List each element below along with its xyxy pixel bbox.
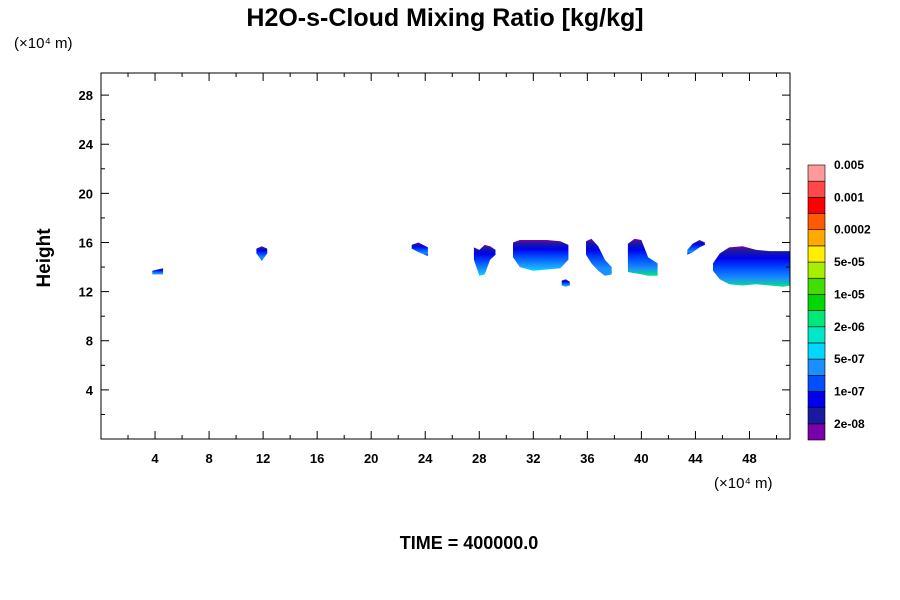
chart-title: H2O-s-Cloud Mixing Ratio [kg/kg] xyxy=(246,4,643,32)
colorbar-label: 1e-05 xyxy=(834,287,865,301)
colorbar: 2e-08 1e-07 5e-07 2e-06 1e-05 5e-05 0.0002 0.00… xyxy=(807,158,871,441)
cloud-patch xyxy=(256,246,268,261)
colorbar-swatch xyxy=(807,277,826,295)
colorbar-label: 0.001 xyxy=(834,190,864,204)
cloud-patch xyxy=(473,244,496,276)
y-tick-label: 24 xyxy=(79,137,94,152)
colorbar-label: 0.0002 xyxy=(834,223,871,237)
colorbar-swatch xyxy=(807,261,826,279)
colorbar-label: 0.005 xyxy=(834,158,864,172)
y-tick-label: 28 xyxy=(79,88,93,103)
x-tick-label: 8 xyxy=(205,451,212,466)
colorbar-swatch xyxy=(807,374,826,392)
x-tick-label: 36 xyxy=(580,451,594,466)
y-axis-label: Height xyxy=(34,228,55,288)
colorbar-swatch xyxy=(807,213,826,231)
colorbar-swatch xyxy=(807,391,826,408)
x-tick-label: 40 xyxy=(634,451,648,466)
x-tick-label: 12 xyxy=(256,451,270,466)
y-tick-label: 20 xyxy=(79,186,93,201)
colorbar-swatch xyxy=(807,294,826,311)
colorbar-swatch xyxy=(807,164,826,182)
x-tick-label: 16 xyxy=(310,451,324,466)
colorbar-swatch xyxy=(807,180,826,198)
x-tick-label: 44 xyxy=(688,451,703,466)
x-tick-label: 32 xyxy=(526,451,540,466)
cloud-patch xyxy=(411,242,428,256)
colorbar-label: 5e-07 xyxy=(834,352,865,366)
cloud-patch xyxy=(513,240,569,271)
colorbar-label: 2e-06 xyxy=(834,320,865,334)
cloud-patch xyxy=(561,279,570,287)
colorbar-swatch xyxy=(807,358,826,376)
x-tick-label: 28 xyxy=(472,451,486,466)
colorbar-label: 5e-05 xyxy=(834,255,865,269)
colorbar-swatch xyxy=(807,342,826,360)
x-tick-label: 20 xyxy=(364,451,378,466)
colorbar-swatch xyxy=(807,326,826,344)
colorbar-label: 1e-07 xyxy=(834,384,865,398)
cloud-patch xyxy=(713,246,790,287)
colorbar-swatch xyxy=(807,229,826,247)
x-tick-label: 4 xyxy=(151,451,159,466)
y-tick-label: 12 xyxy=(79,285,93,300)
y-unit-label: (×10⁴ m) xyxy=(14,35,73,52)
y-tick-label: 4 xyxy=(86,383,94,398)
x-tick-label: 48 xyxy=(742,451,756,466)
colorbar-swatch xyxy=(807,423,826,441)
cloud-patch xyxy=(627,238,658,276)
cloud-patch xyxy=(152,268,164,275)
colorbar-swatch xyxy=(807,245,826,263)
colorbar-label: 2e-08 xyxy=(834,417,865,431)
colorbar-swatch xyxy=(807,407,826,425)
time-label: TIME = 400000.0 xyxy=(400,533,539,553)
cloud-patch xyxy=(687,240,705,255)
colorbar-swatch xyxy=(807,197,826,214)
colorbar-swatch xyxy=(807,310,826,328)
x-unit-label: (×10⁴ m) xyxy=(714,475,773,492)
cloud-patch xyxy=(586,238,612,276)
y-tick-label: 16 xyxy=(79,235,93,250)
x-tick-label: 24 xyxy=(418,451,433,466)
cloud-fields xyxy=(152,238,790,287)
plot-frame xyxy=(100,72,791,440)
y-tick-label: 8 xyxy=(86,334,93,349)
